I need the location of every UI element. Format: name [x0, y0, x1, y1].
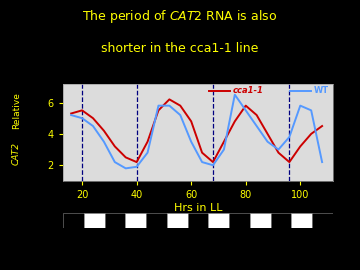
Bar: [125, 213, 146, 228]
Text: shorter in the cca1-1 line: shorter in the cca1-1 line: [101, 42, 259, 55]
Text: The period of $\it{CAT2}$ RNA is also: The period of $\it{CAT2}$ RNA is also: [82, 8, 278, 25]
Text: CAT2: CAT2: [12, 142, 21, 165]
Bar: [208, 213, 229, 228]
Text: cca1-1: cca1-1: [233, 86, 264, 95]
Bar: [146, 213, 167, 228]
Text: WT: WT: [314, 86, 329, 95]
Bar: [104, 213, 125, 228]
Bar: [63, 213, 84, 228]
Bar: [167, 213, 188, 228]
Bar: [250, 213, 271, 228]
X-axis label: Hrs in LL: Hrs in LL: [174, 203, 222, 213]
Bar: [84, 213, 104, 228]
Bar: [271, 213, 292, 228]
Bar: [229, 213, 250, 228]
Text: Relative: Relative: [12, 93, 21, 129]
Bar: [188, 213, 208, 228]
Bar: [292, 213, 312, 228]
Bar: [312, 213, 333, 228]
